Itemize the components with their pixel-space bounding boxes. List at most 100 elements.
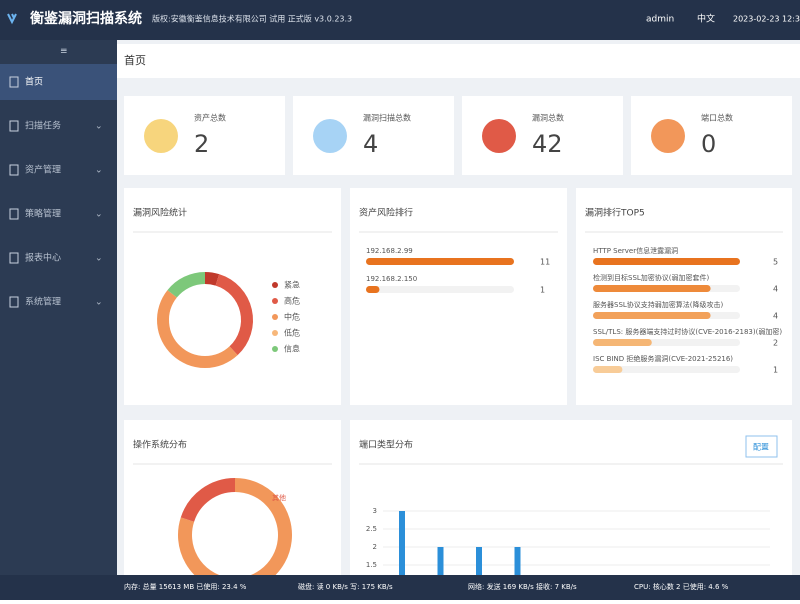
menu-item[interactable]: 资产管理 bbox=[25, 164, 61, 176]
y-tick-label: 1.5 bbox=[366, 561, 377, 569]
stat-label: 漏洞扫描总数 bbox=[363, 113, 411, 123]
bar-label: 192.168.2.150 bbox=[366, 275, 417, 283]
bar-value: 11 bbox=[540, 258, 550, 267]
stat-icon bbox=[482, 119, 516, 153]
legend-label: 高危 bbox=[284, 296, 300, 306]
menu-item[interactable]: 扫描任务 bbox=[25, 120, 61, 132]
legend-swatch bbox=[272, 346, 278, 352]
status-text: CPU: 核心数 2 已使用: 4.6 % bbox=[634, 582, 729, 591]
bar-value: 1 bbox=[773, 366, 778, 375]
menu-item[interactable]: 报表中心 bbox=[25, 252, 61, 264]
bar bbox=[593, 339, 652, 346]
panel-title: 端口类型分布 bbox=[359, 439, 413, 451]
chevron: ⌄ bbox=[95, 210, 103, 220]
legend-label: 信息 bbox=[284, 344, 300, 354]
stat-icon bbox=[144, 119, 178, 153]
bar-track bbox=[366, 286, 514, 293]
status-text: 网络: 发送 169 KB/s 接收: 7 KB/s bbox=[468, 582, 577, 591]
bar-track bbox=[593, 366, 740, 373]
legend-swatch bbox=[272, 282, 278, 288]
bar-label: SSL/TLS: 服务器端支持过时协议(CVE-2016-2183)(弱加密) bbox=[593, 327, 782, 336]
panel-title: 漏洞排行TOP5 bbox=[585, 207, 645, 219]
y-tick-label: 3 bbox=[373, 507, 377, 515]
logo bbox=[7, 13, 17, 25]
menu-item[interactable]: 策略管理 bbox=[25, 208, 61, 220]
stat-icon bbox=[651, 119, 685, 153]
stat-label: 漏洞总数 bbox=[532, 113, 564, 123]
bar bbox=[593, 285, 711, 292]
chevron: ⌄ bbox=[95, 122, 103, 132]
legend-label: 低危 bbox=[284, 328, 300, 338]
collapse-icon: ≡ bbox=[60, 47, 68, 57]
bar-value: 1 bbox=[540, 286, 545, 295]
bar-label: HTTP Server信息泄露漏洞 bbox=[593, 246, 678, 255]
breadcrumb-bar bbox=[117, 44, 800, 78]
bar-label: 服务器SSL协议支持弱加密算法(降级攻击) bbox=[593, 300, 724, 309]
bar-value: 4 bbox=[773, 285, 778, 294]
menu-icon bbox=[9, 252, 19, 264]
stat-label: 端口总数 bbox=[701, 113, 733, 123]
panel-title: 操作系统分布 bbox=[133, 439, 187, 451]
bar bbox=[399, 511, 405, 575]
bar-label: ISC BIND 拒绝服务漏洞(CVE-2021-25216) bbox=[593, 354, 733, 363]
bar-label: 检测到目标SSL加密协议(弱加密套件) bbox=[593, 273, 710, 282]
breadcrumb: 首页 bbox=[124, 53, 146, 67]
pie-segment bbox=[180, 478, 236, 523]
menu-item[interactable]: 系统管理 bbox=[25, 296, 61, 308]
panel-title: 资产风险排行 bbox=[359, 207, 413, 219]
stat-value: 0 bbox=[701, 130, 716, 158]
bar bbox=[593, 366, 623, 373]
pie-segment bbox=[204, 272, 220, 286]
chevron: ⌄ bbox=[95, 298, 103, 308]
config-button-label[interactable]: 配置 bbox=[753, 443, 769, 452]
app-title: 衡鉴漏洞扫描系统 bbox=[30, 10, 142, 27]
stat-value: 4 bbox=[363, 130, 378, 158]
menu-icon bbox=[9, 120, 19, 132]
user-menu[interactable]: admin bbox=[646, 15, 674, 25]
legend-label: 紧急 bbox=[284, 280, 300, 290]
legend-label: 中危 bbox=[284, 312, 300, 322]
bar-label: 192.168.2.99 bbox=[366, 247, 413, 255]
bar bbox=[366, 286, 380, 293]
sidebar bbox=[0, 40, 117, 575]
bar-value: 2 bbox=[773, 339, 778, 348]
config-button[interactable] bbox=[745, 435, 778, 458]
footer bbox=[0, 575, 800, 600]
panel bbox=[124, 420, 341, 575]
panel bbox=[350, 188, 567, 405]
chevron: ⌄ bbox=[95, 166, 103, 176]
y-tick-label: 2 bbox=[373, 543, 377, 551]
legend-swatch bbox=[272, 298, 278, 304]
header bbox=[0, 0, 800, 40]
legend-swatch bbox=[272, 314, 278, 320]
chevron: ⌄ bbox=[95, 254, 103, 264]
pie-label: 其他 bbox=[272, 493, 286, 502]
stat-value: 42 bbox=[532, 130, 563, 158]
language-menu[interactable]: 中文 bbox=[697, 13, 715, 25]
pie-segment bbox=[157, 290, 238, 368]
status-text: 内存: 总量 15613 MB 已使用: 23.4 % bbox=[124, 582, 247, 591]
bar bbox=[593, 312, 711, 319]
stat-label: 资产总数 bbox=[194, 113, 226, 123]
bar bbox=[593, 258, 740, 265]
bar bbox=[476, 547, 482, 575]
menu-icon bbox=[9, 208, 19, 220]
menu-icon bbox=[9, 164, 19, 176]
bar bbox=[366, 258, 514, 265]
bar-value: 5 bbox=[773, 258, 778, 267]
stat-icon bbox=[313, 119, 347, 153]
menu-icon bbox=[9, 76, 19, 88]
clip-group bbox=[178, 478, 292, 575]
pie-segment bbox=[215, 274, 253, 356]
menu-item[interactable]: 首页 bbox=[25, 76, 43, 88]
app-subtitle: 版权:安徽衡鉴信息技术有限公司 试用 正式版 v3.0.23.3 bbox=[152, 14, 352, 24]
pie-segment bbox=[178, 478, 292, 575]
active-item bbox=[0, 64, 117, 100]
bar bbox=[437, 547, 444, 575]
bar-chart bbox=[383, 510, 770, 575]
bar bbox=[514, 547, 521, 575]
bar-value: 4 bbox=[773, 312, 778, 321]
stat-value: 2 bbox=[194, 130, 209, 158]
